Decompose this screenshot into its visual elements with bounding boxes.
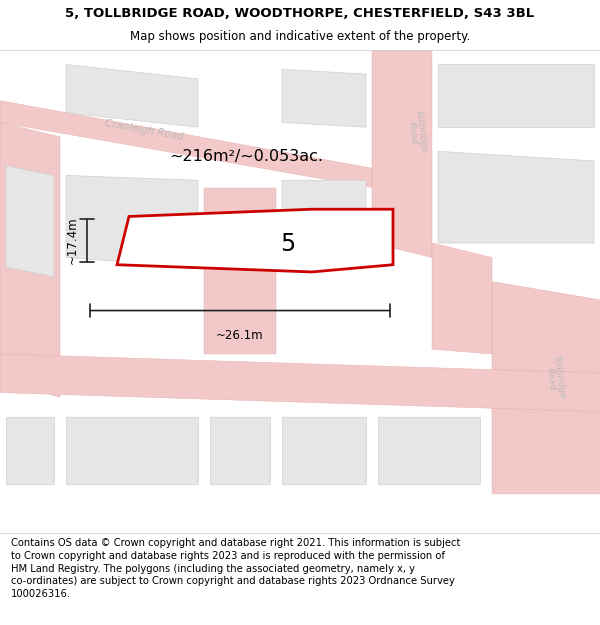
Polygon shape	[438, 64, 594, 128]
Polygon shape	[282, 69, 366, 128]
Text: Map shows position and indicative extent of the property.: Map shows position and indicative extent…	[130, 30, 470, 43]
Polygon shape	[372, 45, 432, 258]
Text: 5: 5	[280, 232, 296, 256]
Polygon shape	[117, 209, 393, 272]
Text: 5, TOLLBRIDGE ROAD, WOODTHORPE, CHESTERFIELD, S43 3BL: 5, TOLLBRIDGE ROAD, WOODTHORPE, CHESTERF…	[65, 7, 535, 20]
Polygon shape	[0, 354, 600, 412]
Text: Tollbridge
Road: Tollbridge Road	[406, 109, 428, 155]
Polygon shape	[66, 64, 198, 128]
Text: Tollbridge
Road: Tollbridge Road	[544, 355, 566, 401]
Text: ~26.1m: ~26.1m	[216, 329, 264, 342]
Polygon shape	[378, 417, 480, 484]
Text: Contains OS data © Crown copyright and database right 2021. This information is : Contains OS data © Crown copyright and d…	[11, 538, 460, 599]
Polygon shape	[204, 188, 276, 354]
Polygon shape	[0, 101, 372, 188]
Polygon shape	[282, 417, 366, 484]
Polygon shape	[66, 417, 198, 484]
Polygon shape	[282, 180, 366, 267]
Text: Cranleigh Road: Cranleigh Road	[104, 118, 184, 141]
Polygon shape	[6, 417, 54, 484]
Text: ~17.4m: ~17.4m	[65, 217, 79, 264]
Polygon shape	[66, 176, 198, 267]
Text: ~216m²/~0.053ac.: ~216m²/~0.053ac.	[169, 149, 323, 164]
Polygon shape	[492, 282, 600, 494]
Polygon shape	[438, 151, 594, 243]
Polygon shape	[0, 122, 60, 398]
Polygon shape	[210, 417, 270, 484]
Polygon shape	[6, 166, 54, 277]
Polygon shape	[432, 243, 492, 354]
